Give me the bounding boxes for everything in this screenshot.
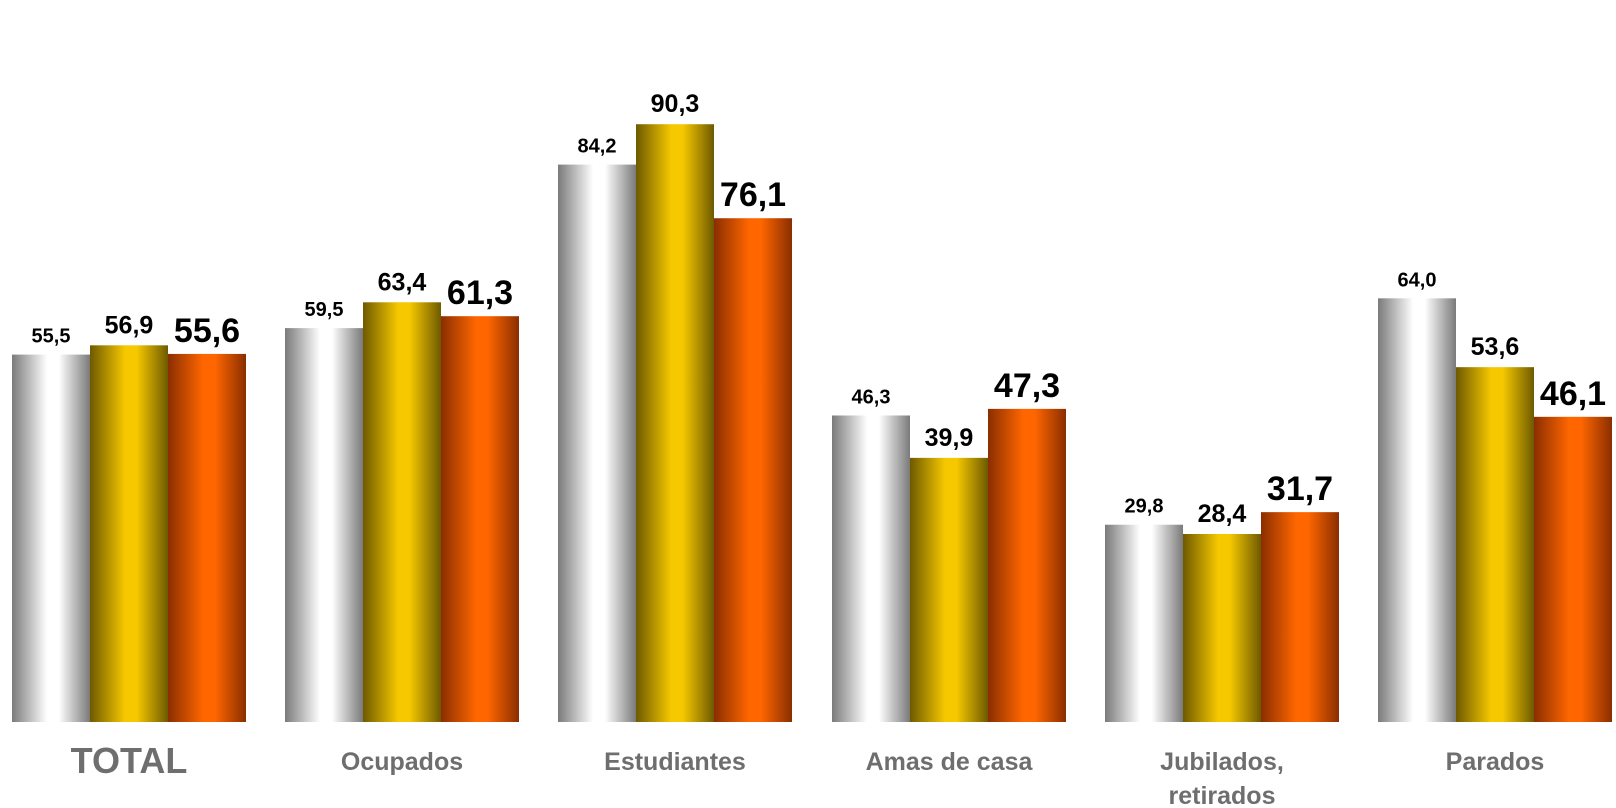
bar-series1-cat4: [832, 415, 910, 722]
bar-series1-cat5: [1105, 524, 1183, 722]
value-label: 76,1: [720, 176, 786, 214]
bar-series2-cat5: [1183, 533, 1261, 722]
value-label: 53,6: [1471, 333, 1520, 361]
value-labels-layer: 55,5 56,9 55,6 59,5 63,4 61,3 84,2 90,3 76,1 46,3…: [32, 90, 1607, 528]
bar-series3-cat2: [441, 316, 519, 722]
value-label: 47,3: [994, 367, 1060, 405]
value-label: 55,5: [32, 326, 71, 348]
value-label: 84,2: [578, 136, 617, 158]
category-label: retirados: [1169, 782, 1276, 808]
value-label: 28,4: [1198, 500, 1247, 528]
category-labels-layer: TOTAL Ocupados Estudiantes Amas de casa Jubi…: [71, 740, 1545, 808]
category-label: Ocupados: [341, 748, 463, 776]
category-label: Estudiantes: [604, 748, 746, 776]
category-label: TOTAL: [71, 740, 188, 781]
value-label: 56,9: [105, 311, 154, 339]
value-label: 90,3: [651, 90, 700, 118]
bar-series3-cat5: [1261, 512, 1339, 722]
value-label: 46,3: [852, 386, 891, 408]
value-label: 55,6: [174, 312, 240, 350]
bar-series3-cat4: [988, 408, 1066, 722]
value-label: 39,9: [925, 424, 974, 452]
bar-series2-cat6: [1456, 367, 1534, 722]
bar-series2-cat2: [363, 302, 441, 722]
bar-series3-cat6: [1534, 416, 1612, 722]
value-label: 63,4: [378, 268, 427, 296]
value-label: 59,5: [305, 299, 344, 321]
category-label: Amas de casa: [866, 748, 1034, 776]
value-label: 64,0: [1398, 269, 1437, 291]
bar-series3-cat1: [168, 353, 246, 722]
bar-series3-cat3: [714, 218, 792, 722]
category-label: Parados: [1446, 748, 1545, 776]
value-label: 31,7: [1267, 470, 1333, 508]
bars-layer: [12, 124, 1612, 723]
bar-series1-cat2: [285, 328, 363, 722]
value-label: 46,1: [1540, 375, 1606, 413]
bar-series2-cat3: [636, 124, 714, 723]
bar-series1-cat1: [12, 354, 90, 722]
bar-series2-cat1: [90, 345, 168, 722]
value-label: 29,8: [1125, 496, 1164, 518]
category-label: Jubilados,: [1160, 748, 1284, 776]
bar-series2-cat4: [910, 457, 988, 722]
bar-series1-cat3: [558, 164, 636, 722]
bar-series1-cat6: [1378, 298, 1456, 722]
value-label: 61,3: [447, 274, 513, 312]
